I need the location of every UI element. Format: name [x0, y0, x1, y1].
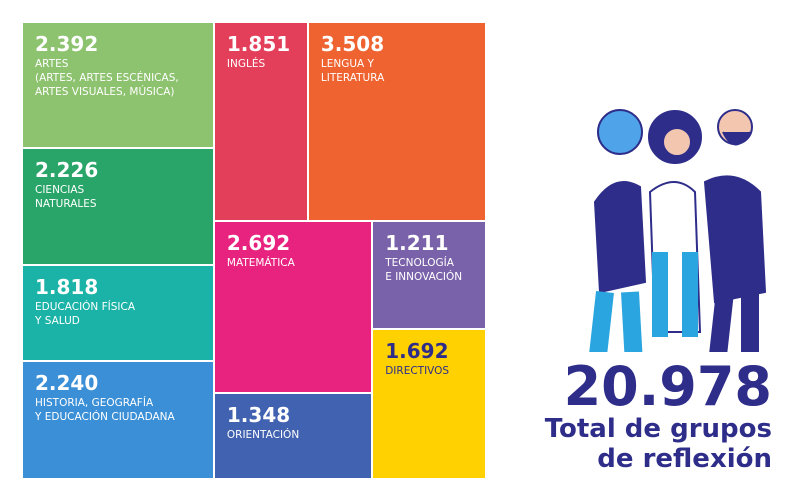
treemap-cell: 2.226 CIENCIAS NATURALES: [22, 147, 214, 266]
value-label: 3.508: [320, 32, 385, 56]
treemap-cell: 2.240 HISTORIA, GEOGRAFÍA Y EDUCACIÓN CIU…: [22, 361, 214, 479]
total-caption: Total de grupos de reflexión: [544, 414, 772, 474]
category-label: TECNOLOGÍA E INNOVACIÓN: [385, 257, 463, 284]
illustration: [589, 109, 767, 352]
category-label: CIENCIAS NATURALES: [35, 183, 97, 210]
category-label: LENGUA Y LITERATURA: [320, 58, 385, 84]
value-label: 1.818: [35, 275, 99, 300]
category-label: ORIENTACIÓN: [226, 428, 300, 441]
treemap-cell: 2.392 ARTES (ARTES, ARTES ESCÉNICAS, ARTE…: [22, 22, 214, 148]
total-value: 20.978: [563, 355, 772, 418]
treemap: 2.392 ARTES (ARTES, ARTES ESCÉNICAS, ARTE…: [22, 22, 486, 479]
category-label: INGLÉS: [226, 58, 266, 70]
value-label: 2.392: [35, 32, 99, 56]
treemap-cell: 1.211 TECNOLOGÍA E INNOVACIÓN: [372, 221, 486, 329]
value-label: 2.226: [35, 157, 99, 182]
value-label: 1.348: [226, 402, 291, 427]
treemap-cell: 2.692 MATEMÁTICA: [213, 221, 373, 393]
category-label: ARTES (ARTES, ARTES ESCÉNICAS, ARTES VIS…: [35, 58, 179, 98]
value-label: 2.692: [226, 231, 291, 256]
value-label: 1.692: [385, 338, 449, 363]
treemap-cell: 1.851 INGLÉS: [213, 22, 308, 222]
value-label: 1.211: [385, 231, 449, 256]
category-label: HISTORIA, GEOGRAFÍA Y EDUCACIÓN CIUDADAN…: [35, 397, 175, 423]
value-label: 1.851: [226, 32, 291, 56]
treemap-cell: 1.348 ORIENTACIÓN: [213, 392, 373, 479]
category-label: DIRECTIVOS: [385, 364, 450, 377]
category-label: MATEMÁTICA: [226, 257, 295, 270]
value-label: 2.240: [35, 371, 99, 395]
treemap-cell: 1.818 EDUCACIÓN FÍSICA Y SALUD: [22, 265, 214, 361]
treemap-cell: 1.692 DIRECTIVOS: [372, 328, 486, 479]
category-label: EDUCACIÓN FÍSICA Y SALUD: [35, 301, 136, 328]
treemap-cell: 3.508 LENGUA Y LITERATURA: [307, 22, 486, 222]
